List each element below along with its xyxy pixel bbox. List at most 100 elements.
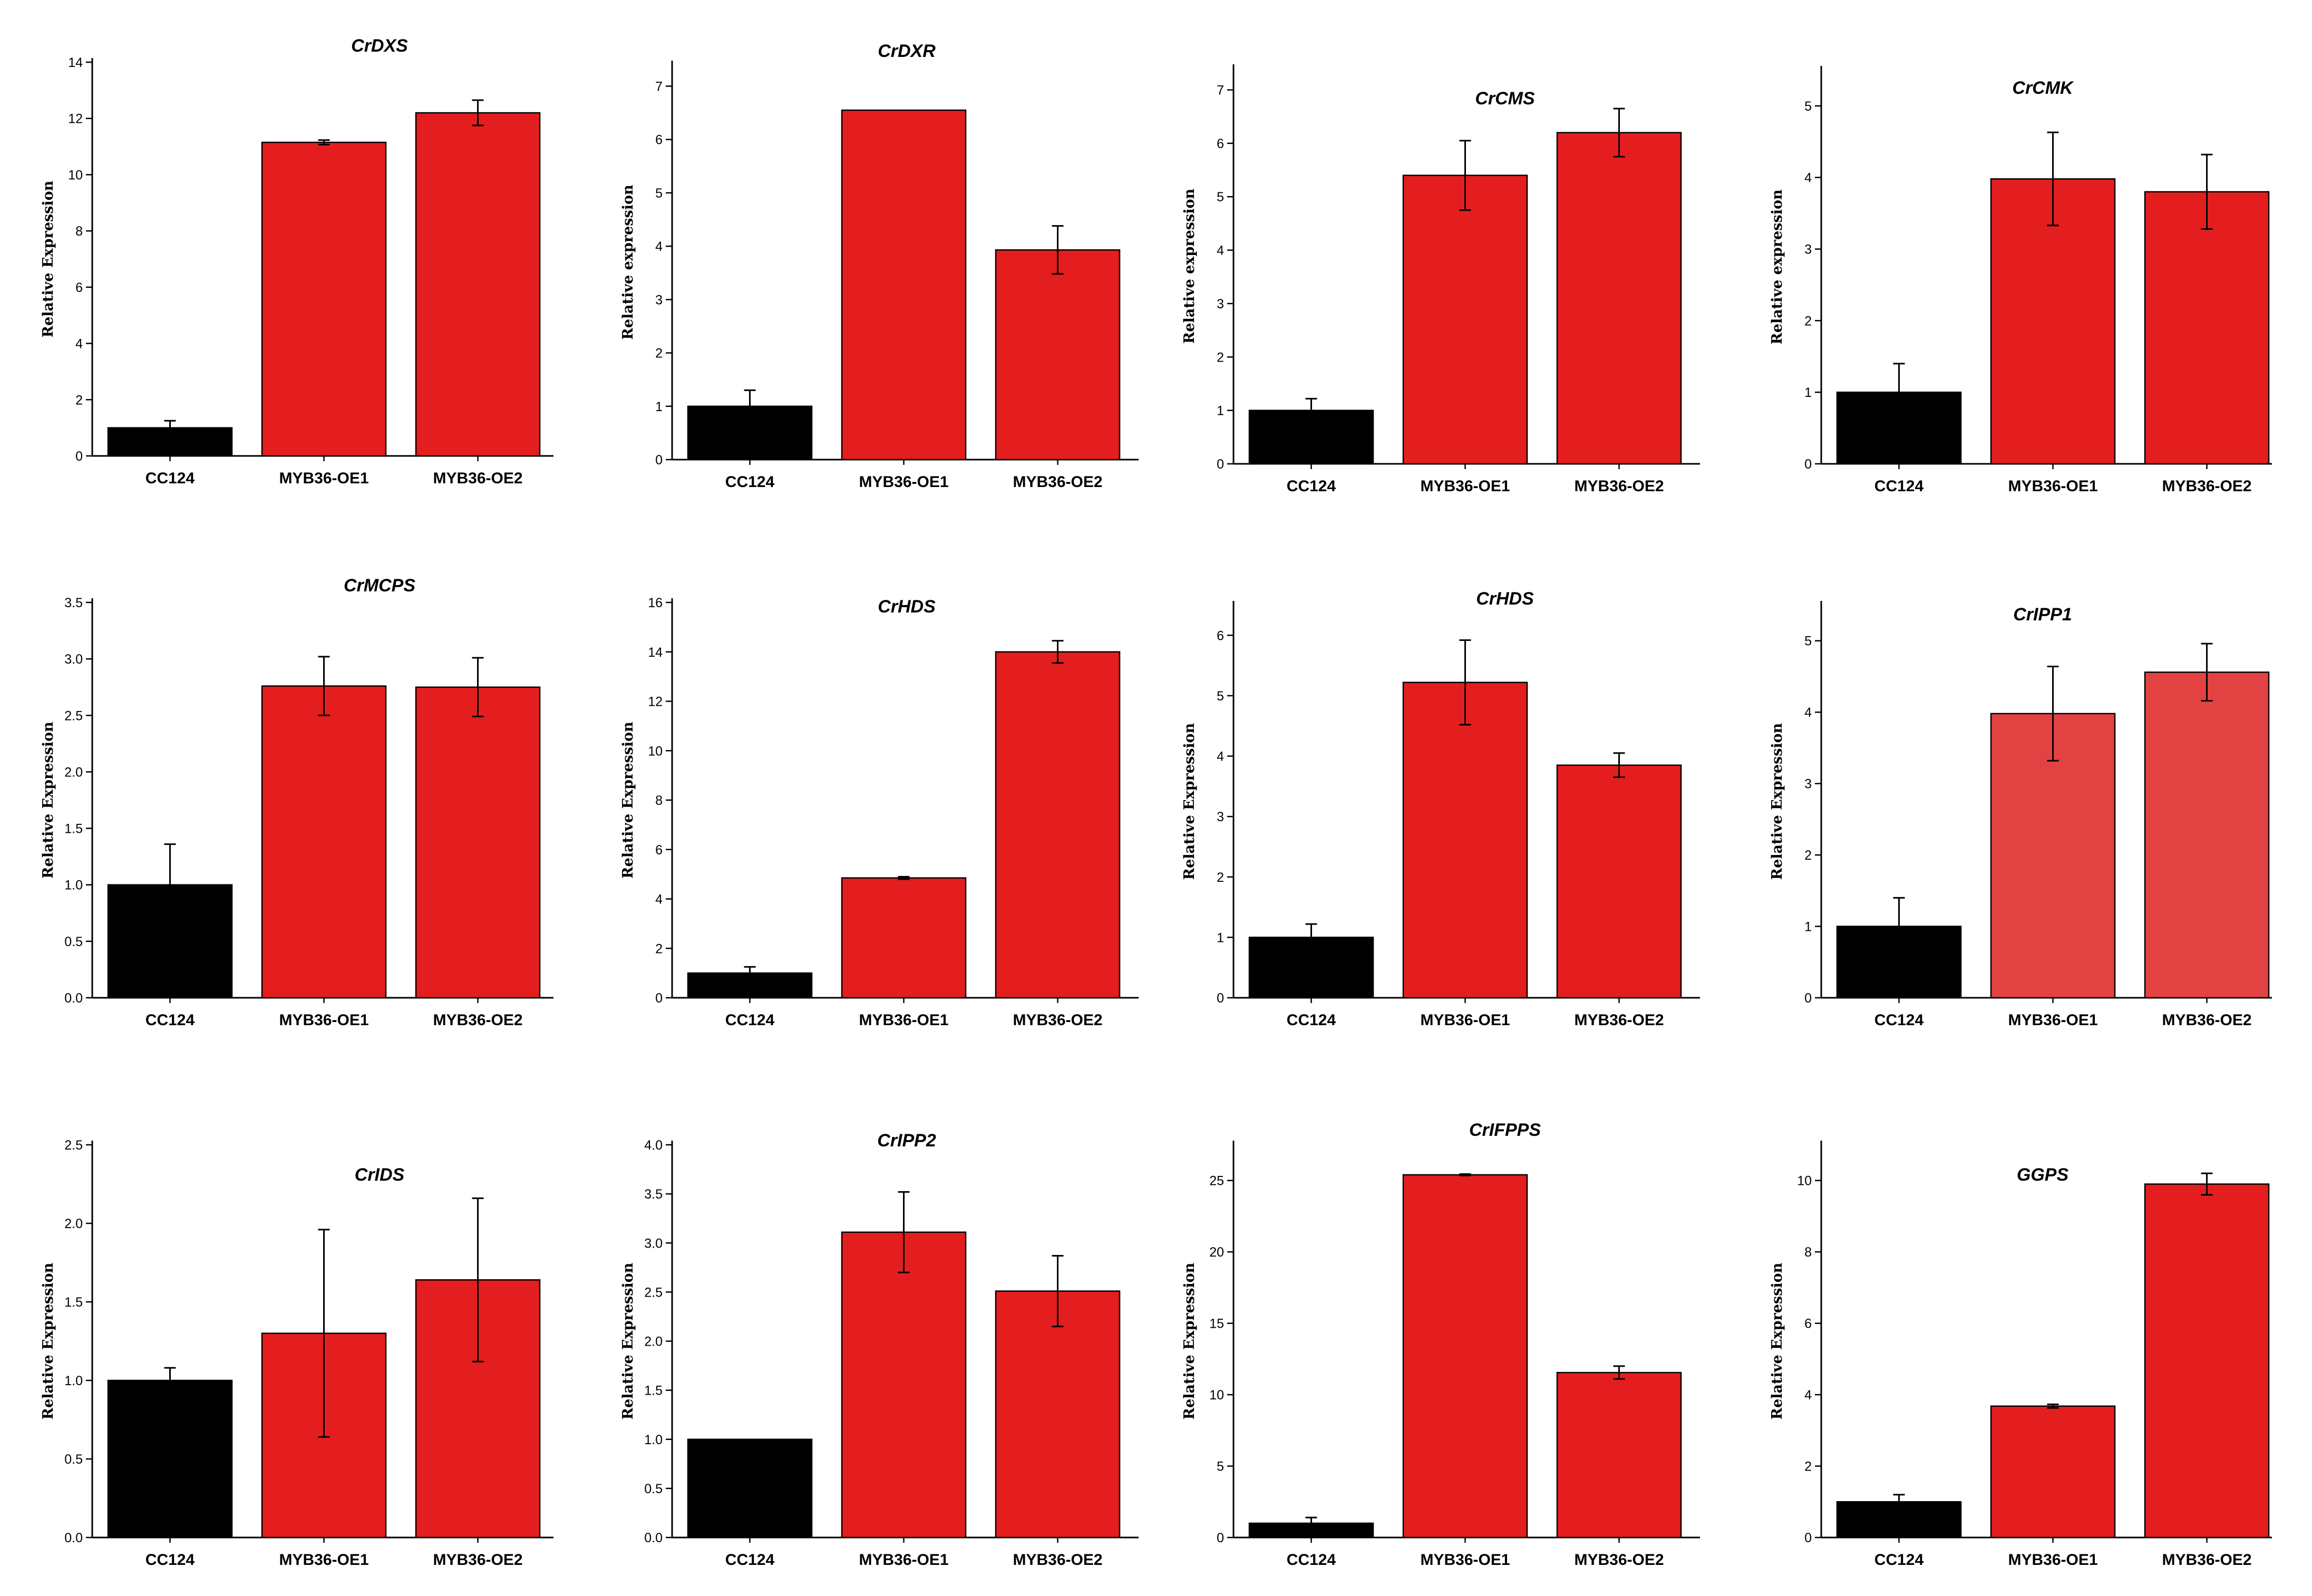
- x-tick-label: MYB36-OE1: [279, 1011, 368, 1029]
- bar-myb36-oe2: [995, 1290, 1121, 1539]
- bar-cc124: [687, 1438, 813, 1539]
- error-bar: [1613, 108, 1625, 158]
- bar-myb36-oe2: [2144, 672, 2270, 999]
- y-tick-label: 3: [1804, 242, 1812, 257]
- y-tick-label: 0: [1217, 1531, 1224, 1545]
- bar-myb36-oe1: [261, 141, 387, 457]
- error-bar: [2201, 643, 2213, 702]
- chart-panel-7: CrHDS Relative Expression 0 1 2 3 4 5 6 CC124 MYB3…: [1181, 589, 1700, 1029]
- chart-panel-5: CrMCPS Relative Expression 0.0 0.5 1.0 1.5 2.0…: [40, 576, 553, 1029]
- x-tick-label: MYB36-OE1: [2008, 478, 2097, 495]
- error-bar: [744, 389, 756, 423]
- chart-panel-9: CrIDS Relative Expression 0.0 0.5 1.0 1.5 2.0 2…: [40, 1138, 553, 1569]
- y-axis-label: Relative Expression: [620, 722, 636, 879]
- error-bar: [1305, 397, 1317, 423]
- y-tick-label: 4: [655, 892, 663, 907]
- x-tick-label: MYB36-OE1: [1420, 1551, 1510, 1569]
- y-tick-label: 10: [1209, 1388, 1224, 1403]
- bar-cc124: [107, 1379, 233, 1539]
- y-tick-label: 2: [655, 941, 663, 956]
- x-tick-label: MYB36-OE2: [1574, 1011, 1664, 1029]
- error-bar: [1893, 363, 1905, 422]
- chart-title: GGPS: [2017, 1165, 2069, 1185]
- y-tick-label: 2: [1217, 350, 1224, 365]
- y-tick-label: 14: [68, 55, 83, 70]
- y-axis-label: Relative Expression: [1769, 1262, 1785, 1419]
- x-tick-label: MYB36-OE2: [433, 1551, 522, 1569]
- y-tick-label: 4: [655, 239, 663, 254]
- bar-myb36-oe1: [1402, 174, 1528, 465]
- y-tick-label: 2.0: [64, 1217, 83, 1231]
- x-tick-label: CC124: [1874, 1011, 1924, 1029]
- y-tick-label: 0: [1217, 457, 1224, 472]
- y-tick-label: 4.0: [644, 1138, 663, 1153]
- y-tick-label: 5: [1217, 190, 1224, 205]
- x-tick-label: CC124: [145, 470, 195, 487]
- y-tick-label: 0.5: [64, 1452, 83, 1467]
- y-tick-label: 6: [1217, 137, 1224, 151]
- x-tick-label: MYB36-OE1: [279, 1551, 368, 1569]
- y-tick-label: 4: [1217, 244, 1224, 258]
- bar-myb36-oe2: [415, 686, 541, 999]
- bar-myb36-oe2: [1556, 132, 1682, 465]
- x-tick-label: MYB36-OE2: [433, 1011, 522, 1029]
- chart-panel-4: CrCMK Relative expression 0 1 2 3 4 5 CC124 MYB36…: [1769, 66, 2272, 495]
- y-tick-label: 3: [1217, 810, 1224, 824]
- error-bar: [2047, 131, 2059, 227]
- y-tick-label: 4: [1804, 171, 1812, 186]
- y-tick-label: 8: [75, 224, 83, 239]
- y-tick-label: 3.5: [64, 596, 83, 610]
- x-tick-label: CC124: [1874, 478, 1924, 495]
- error-bar: [2047, 1403, 2059, 1409]
- error-bar: [1305, 923, 1317, 952]
- error-bar: [318, 139, 330, 145]
- chart-title: CrCMK: [2012, 78, 2074, 98]
- x-tick-label: CC124: [725, 1011, 775, 1029]
- y-tick-label: 3: [1217, 297, 1224, 312]
- chart-panel-2: CrDXR Relative expression 0 1 2 3 4 5 6 7 CC124 MYB…: [620, 41, 1139, 491]
- y-tick-label: 5: [1804, 634, 1812, 649]
- error-bar: [744, 966, 756, 980]
- bar-myb36-oe1: [1402, 1174, 1528, 1539]
- y-tick-label: 1.0: [644, 1433, 663, 1447]
- error-bar: [2201, 153, 2213, 230]
- y-tick-label: 7: [1217, 83, 1224, 98]
- error-bar: [898, 875, 910, 880]
- y-tick-label: 1: [655, 400, 663, 414]
- error-bar: [2201, 1172, 2213, 1196]
- error-bar: [1893, 1494, 1905, 1510]
- chart-panel-10: CrIPP2 Relative Expression 0.0 0.5 1.0 1.5 2.0…: [620, 1131, 1139, 1569]
- error-bar: [164, 843, 176, 927]
- y-tick-label: 2.5: [64, 708, 83, 723]
- y-tick-label: 1.5: [64, 1295, 83, 1310]
- x-tick-label: MYB36-OE2: [433, 470, 522, 487]
- y-tick-label: 5: [1804, 99, 1812, 114]
- y-tick-label: 0: [1804, 991, 1812, 1006]
- x-tick-label: MYB36-OE2: [2162, 1011, 2251, 1029]
- x-tick-label: MYB36-OE2: [1574, 478, 1664, 495]
- error-bar: [472, 99, 484, 126]
- y-tick-label: 2: [1217, 870, 1224, 885]
- y-tick-label: 0: [1804, 1531, 1812, 1545]
- bar-myb36-oe2: [2144, 191, 2270, 465]
- error-bar: [1459, 1173, 1471, 1176]
- x-tick-label: MYB36-OE1: [859, 473, 948, 491]
- y-tick-label: 1: [1217, 930, 1224, 945]
- error-bar: [472, 657, 484, 717]
- y-tick-label: 2: [75, 393, 83, 407]
- y-tick-label: 10: [1797, 1174, 1812, 1189]
- bar-myb36-oe1: [841, 1231, 967, 1539]
- y-tick-label: 25: [1209, 1174, 1224, 1189]
- x-tick-label: MYB36-OE2: [1574, 1551, 1664, 1569]
- x-tick-label: CC124: [1874, 1551, 1924, 1569]
- y-tick-label: 8: [1804, 1245, 1812, 1260]
- y-tick-label: 3: [1804, 777, 1812, 792]
- y-axis-label: Relative Expression: [1769, 723, 1785, 880]
- y-axis-label: Relative Expression: [1181, 1262, 1198, 1419]
- y-tick-label: 0: [655, 453, 663, 468]
- y-tick-label: 2: [1804, 1459, 1812, 1474]
- chart-panel-1: CrDXS Relative Expression 0 2 4 6 8 10 12 14 CC124…: [40, 36, 553, 487]
- y-tick-label: 2: [1804, 314, 1812, 328]
- bar-myb36-oe2: [415, 112, 541, 457]
